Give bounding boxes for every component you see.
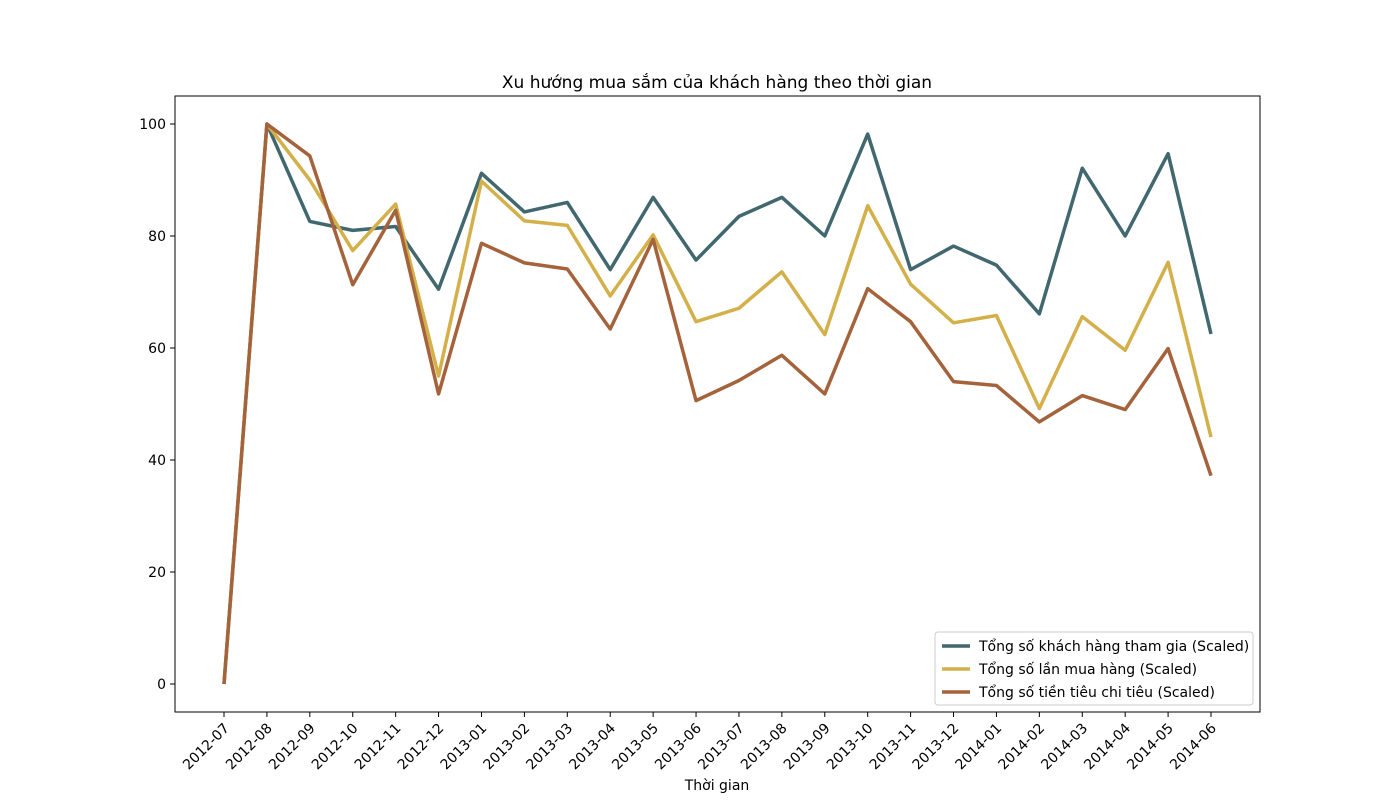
y-tick-label: 40 xyxy=(148,453,166,469)
legend-label: Tổng số lần mua hàng (Scaled) xyxy=(978,661,1197,678)
y-tick-label: 100 xyxy=(139,117,166,133)
y-tick-label: 80 xyxy=(148,229,166,245)
y-axis: 0 20 40 60 80 100 xyxy=(139,117,175,693)
series-line-3 xyxy=(222,122,1213,685)
legend: Tổng số khách hàng tham gia (Scaled) Tổng… xyxy=(934,631,1254,706)
y-tick-label: 20 xyxy=(148,565,166,581)
chart-title: Xu hướng mua sắm của khách hàng theo thờ… xyxy=(502,72,932,93)
y-tick-label: 0 xyxy=(157,677,166,693)
x-axis-label: Thời gian xyxy=(684,778,750,794)
series-line-2 xyxy=(222,122,1213,685)
plot-area-frame xyxy=(174,95,1261,713)
series-lines xyxy=(222,122,1213,685)
series-line-1 xyxy=(222,122,1213,685)
y-tick-label: 60 xyxy=(148,341,166,357)
legend-label: Tổng số khách hàng tham gia (Scaled) xyxy=(978,638,1249,655)
legend-label: Tổng số tiền tiêu chi tiêu (Scaled) xyxy=(978,684,1215,701)
legend-box xyxy=(934,631,1254,706)
